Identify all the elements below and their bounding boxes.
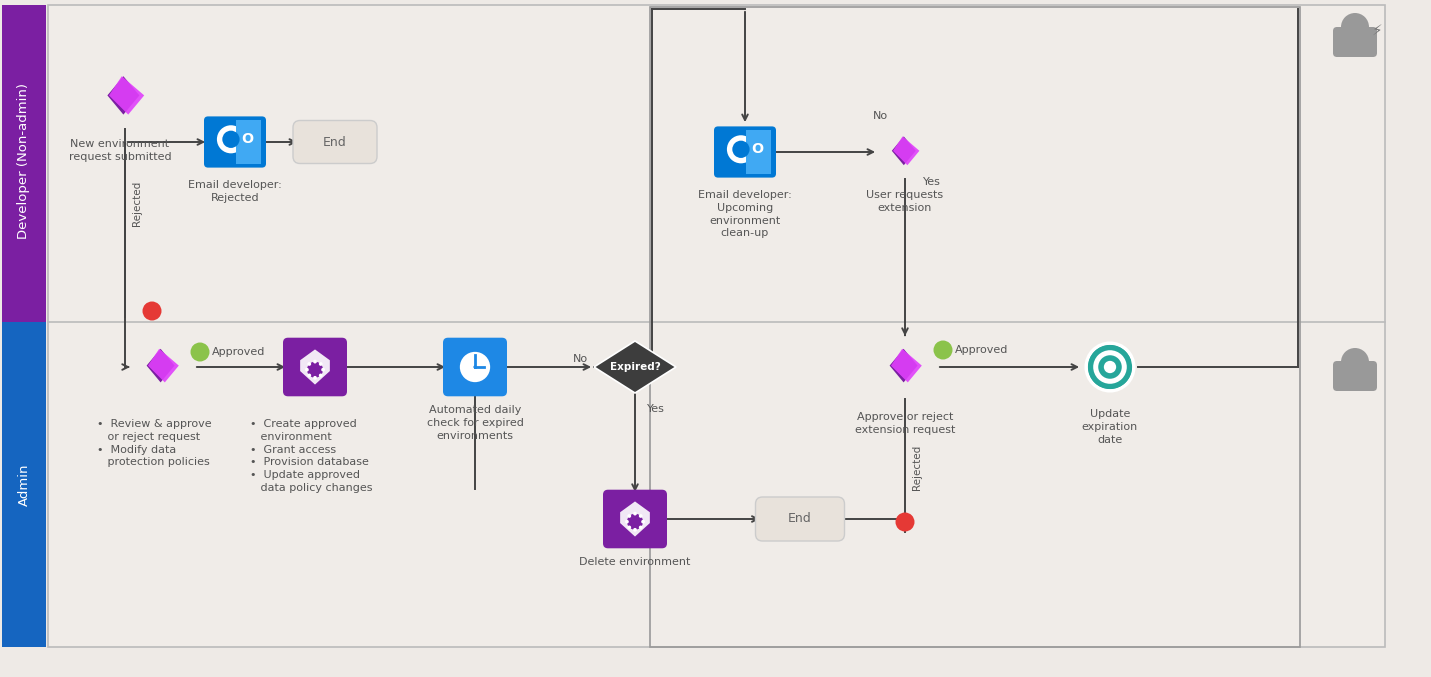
Text: Rejected: Rejected (912, 444, 922, 489)
Circle shape (625, 520, 628, 523)
FancyBboxPatch shape (747, 131, 771, 173)
Polygon shape (620, 502, 650, 537)
FancyBboxPatch shape (756, 497, 844, 541)
Circle shape (222, 131, 239, 148)
Circle shape (321, 368, 325, 372)
Text: New environment
request submitted: New environment request submitted (69, 139, 172, 162)
Circle shape (633, 512, 637, 515)
Circle shape (1086, 343, 1133, 391)
Text: Admin: Admin (17, 463, 30, 506)
Circle shape (627, 525, 631, 529)
Bar (1, 5, 46, 322)
Polygon shape (890, 349, 917, 383)
FancyBboxPatch shape (205, 116, 266, 168)
Circle shape (1341, 13, 1369, 41)
Text: ⚡: ⚡ (1372, 22, 1382, 37)
Bar (49, 5, 1385, 322)
Text: Rejected: Rejected (132, 180, 142, 225)
FancyBboxPatch shape (293, 121, 376, 164)
Text: No: No (873, 111, 887, 121)
Circle shape (627, 514, 643, 530)
Circle shape (1098, 355, 1122, 378)
Circle shape (627, 514, 631, 518)
Circle shape (308, 362, 311, 366)
Text: Developer (Non-admin): Developer (Non-admin) (17, 83, 30, 239)
FancyBboxPatch shape (714, 127, 776, 177)
Circle shape (733, 141, 750, 158)
Circle shape (306, 362, 323, 378)
Polygon shape (147, 349, 179, 383)
Circle shape (319, 374, 322, 377)
Text: •  Review & approve
   or reject request
•  Modify data
   protection policies: • Review & approve or reject request • M… (97, 419, 212, 467)
Circle shape (474, 366, 477, 368)
Circle shape (1093, 350, 1126, 384)
FancyBboxPatch shape (283, 338, 346, 396)
FancyBboxPatch shape (236, 121, 260, 164)
Circle shape (1341, 348, 1369, 376)
Circle shape (641, 520, 645, 523)
FancyBboxPatch shape (602, 489, 667, 548)
Text: O: O (751, 142, 763, 156)
Text: Expired?: Expired? (610, 362, 660, 372)
FancyBboxPatch shape (1334, 27, 1377, 57)
Polygon shape (146, 349, 175, 383)
Circle shape (1103, 361, 1116, 373)
Text: Approved: Approved (212, 347, 265, 357)
Circle shape (727, 135, 756, 163)
Circle shape (633, 528, 637, 531)
Circle shape (190, 343, 209, 362)
Polygon shape (109, 77, 145, 114)
Circle shape (638, 525, 643, 529)
Circle shape (459, 351, 491, 383)
Circle shape (638, 514, 643, 518)
Text: Update
expiration
date: Update expiration date (1082, 409, 1138, 445)
Circle shape (933, 341, 953, 359)
Text: No: No (572, 354, 588, 364)
Text: End: End (323, 135, 346, 148)
Text: End: End (788, 512, 811, 525)
Polygon shape (892, 349, 922, 383)
FancyBboxPatch shape (1334, 361, 1377, 391)
Bar (49, 322, 1385, 647)
Circle shape (308, 374, 311, 377)
Text: Email developer:
Upcoming
environment
clean-up: Email developer: Upcoming environment cl… (698, 190, 791, 238)
Text: Yes: Yes (923, 177, 940, 187)
Bar (1, 322, 46, 647)
Text: Approved: Approved (954, 345, 1009, 355)
Text: O: O (240, 132, 253, 146)
Polygon shape (892, 136, 916, 165)
Circle shape (218, 125, 245, 153)
Text: •  Create approved
   environment
•  Grant access
•  Provision database
•  Updat: • Create approved environment • Grant ac… (250, 419, 372, 493)
Text: Automated daily
check for expired
environments: Automated daily check for expired enviro… (426, 405, 524, 441)
Circle shape (313, 359, 316, 364)
Circle shape (143, 301, 162, 320)
Polygon shape (301, 349, 331, 385)
Polygon shape (893, 136, 919, 165)
Circle shape (313, 376, 316, 380)
Text: Email developer:
Rejected: Email developer: Rejected (187, 180, 282, 203)
Text: User requests
extension: User requests extension (866, 190, 943, 213)
Circle shape (319, 362, 322, 366)
Polygon shape (594, 341, 675, 393)
Bar (650, 7, 1299, 647)
Text: Approve or reject
extension request: Approve or reject extension request (854, 412, 954, 435)
Polygon shape (107, 77, 139, 114)
Circle shape (896, 512, 914, 531)
FancyBboxPatch shape (444, 338, 507, 396)
Text: Yes: Yes (647, 404, 665, 414)
Circle shape (305, 368, 309, 372)
Text: Delete environment: Delete environment (580, 557, 691, 567)
